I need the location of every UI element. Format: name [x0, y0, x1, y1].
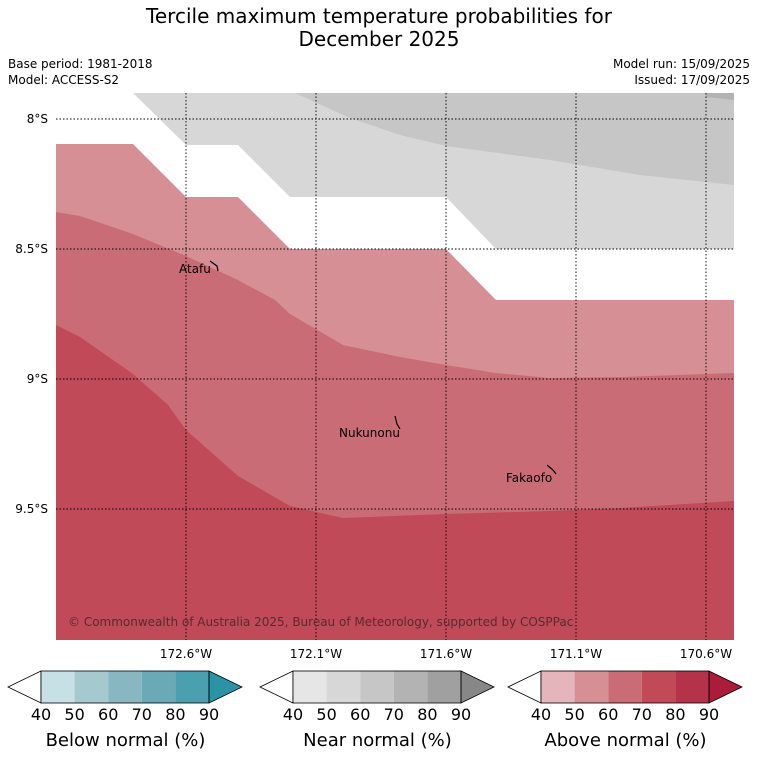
colorbar-tick-label: 90 [451, 705, 471, 724]
issued-date: Issued: 17/09/2025 [634, 73, 750, 87]
meta-left: Base period: 1981-2018 Model: ACCESS-S2 [8, 56, 153, 88]
colorbar-tick-label: 60 [98, 705, 118, 724]
place-label-fakaofo: Fakaofo [506, 471, 552, 485]
title-line-1: Tercile maximum temperature probabilitie… [146, 4, 612, 28]
colorbar-lower-extend [507, 670, 542, 704]
colorbar-segment [427, 671, 461, 703]
colorbar-segment [175, 671, 209, 703]
colorbar-lower-extend [259, 670, 294, 704]
colorbar-tick-label: 40 [283, 705, 303, 724]
colorbar-segment [574, 671, 609, 703]
colorbar-segment [41, 671, 75, 703]
colorbar-tick-label: 60 [350, 705, 370, 724]
lon-label: 171.6°W [420, 647, 472, 661]
colorbar-segment [393, 671, 428, 703]
lon-label: 172.6°W [160, 647, 212, 661]
colorbars: 40 50 60 70 80 90 40 50 60 70 80 90 40 50 60 70 80 90 [7, 670, 743, 724]
colorbar-title-near: Near normal (%) [303, 730, 452, 751]
colorbar-tick-label: 40 [531, 705, 551, 724]
place-label-atafu: Atafu [179, 262, 211, 276]
colorbar-above: 40 50 60 70 80 90 [507, 670, 743, 724]
lon-label: 172.1°W [290, 647, 342, 661]
colorbar-tick-label: 80 [665, 705, 685, 724]
colorbar-title-above: Above normal (%) [544, 730, 707, 751]
lat-label: 9.5°S [15, 502, 48, 516]
model-name: Model: ACCESS-S2 [8, 73, 120, 87]
lon-label: 170.6°W [680, 647, 732, 661]
colorbar-segment [326, 671, 361, 703]
meta-right: Model run: 15/09/2025 Issued: 17/09/2025 [613, 56, 750, 88]
colorbar-tick-label: 90 [699, 705, 719, 724]
colorbar-tick-label: 70 [384, 705, 404, 724]
colorbar-upper-extend [708, 670, 743, 704]
fakaofo-outline [546, 464, 557, 475]
colorbar-outline [540, 670, 710, 704]
colorbar-tick-label: 60 [598, 705, 618, 724]
colorbar-below: 40 50 60 70 80 90 [7, 670, 243, 724]
colorbar-segment [141, 671, 176, 703]
colorbar-lower-extend [7, 670, 42, 704]
colorbar-tick-label: 50 [64, 705, 84, 724]
place-labels: Atafu Nukunonu Fakaofo [179, 262, 552, 485]
colorbar-upper-extend [208, 670, 243, 704]
model-run: Model run: 15/09/2025 [612, 57, 750, 71]
place-label-nukunonu: Nukunonu [339, 426, 400, 440]
lon-labels: 172.6°W 172.1°W 171.6°W 171.1°W 170.6°W [160, 647, 732, 661]
lat-label: 8°S [27, 112, 48, 126]
colorbar-tick-label: 70 [132, 705, 152, 724]
colorbar-title-below: Below normal (%) [45, 730, 206, 751]
colorbar-segment [675, 671, 709, 703]
title-line-2: December 2025 [298, 27, 460, 51]
lat-label: 9°S [27, 372, 48, 386]
colorbar-segment [541, 671, 575, 703]
lat-label: 8.5°S [15, 242, 48, 256]
colorbar-tick-label: 70 [632, 705, 652, 724]
lat-labels: 8°S 8.5°S 9°S 9.5°S [15, 112, 48, 516]
colorbar-segment [641, 671, 676, 703]
lon-label: 171.1°W [550, 647, 602, 661]
colorbar-segment [608, 671, 642, 703]
copyright-notice: © Commonwealth of Australia 2025, Bureau… [68, 615, 573, 629]
colorbar-segment [108, 671, 142, 703]
colorbar-near: 40 50 60 70 80 90 [259, 670, 495, 724]
colorbar-segment [74, 671, 109, 703]
colorbar-tick-label: 40 [31, 705, 51, 724]
colorbar-outline [40, 670, 210, 704]
colorbar-upper-extend [460, 670, 495, 704]
colorbar-tick-label: 50 [316, 705, 336, 724]
map-panel: 8°S 8.5°S 9°S 9.5°S 172.6°W 172.1°W 171.… [15, 93, 734, 661]
atafu-outline [209, 260, 219, 272]
base-period: Base period: 1981-2018 [8, 57, 153, 71]
colorbar-outline [292, 670, 462, 704]
colorbar-tick-label: 80 [417, 705, 437, 724]
colorbar-segment [360, 671, 394, 703]
colorbar-tick-label: 80 [165, 705, 185, 724]
near-normal-70-spot [706, 93, 734, 100]
near-normal-60-band [295, 93, 734, 185]
colorbar-tick-label: 50 [564, 705, 584, 724]
chart-title: Tercile maximum temperature probabilitie… [0, 5, 758, 51]
island-outlines [209, 260, 557, 475]
above-normal-70-band [56, 325, 734, 640]
colorbar-segment [293, 671, 327, 703]
nukunonu-outline [394, 415, 401, 430]
gridlines [56, 93, 734, 640]
colorbar-tick-label: 90 [199, 705, 219, 724]
